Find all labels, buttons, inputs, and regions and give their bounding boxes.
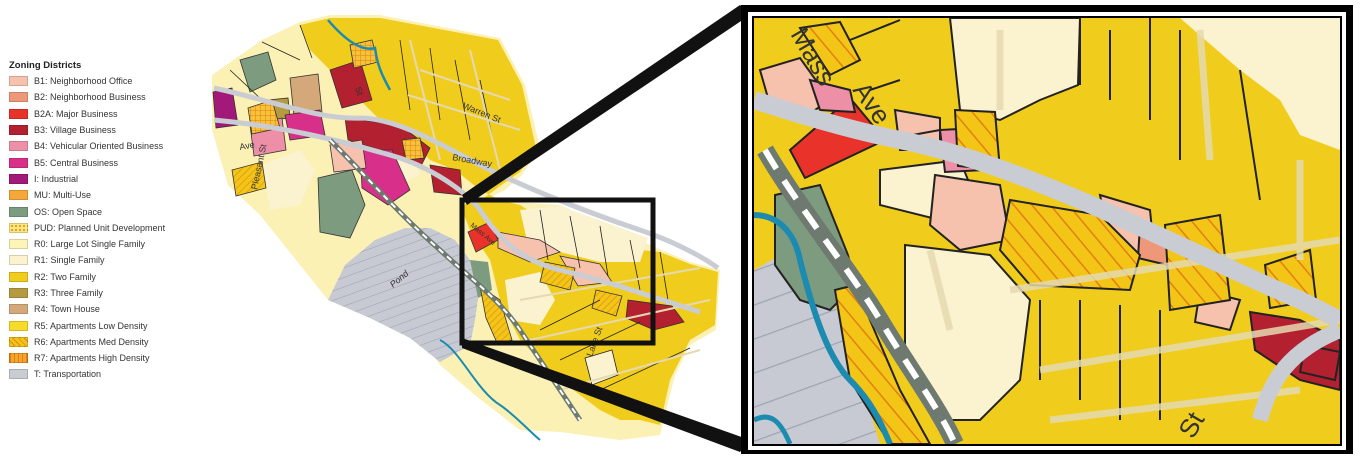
zoom-map: Mass Ave St	[754, 18, 1340, 444]
parcel-lines	[229, 24, 691, 391]
legend-swatch	[9, 108, 28, 119]
legend-item: B4: Vehicular Oriented Business	[9, 138, 214, 154]
zoom-waterway	[754, 212, 893, 444]
street-label-ave: Ave	[239, 139, 256, 152]
b5-zone	[359, 149, 411, 206]
legend-label: PUD: Planned Unit Development	[34, 222, 166, 233]
legend-item: OS: Open Space	[9, 203, 214, 219]
legend-label: R6: Apartments Med Density	[34, 336, 149, 347]
legend-label: R2: Two Family	[34, 271, 96, 282]
transportation-zone	[328, 228, 480, 362]
legend-item: R0: Large Lot Single Family	[9, 236, 214, 252]
legend-swatch	[9, 336, 28, 347]
r6-zone	[798, 20, 862, 77]
legend-title: Zoning Districts	[9, 60, 82, 71]
legend-swatch	[9, 76, 28, 87]
legend-label: B5: Central Business	[34, 157, 119, 168]
legend-swatch	[9, 255, 28, 266]
r4-zone	[289, 73, 323, 117]
legend-swatch	[9, 190, 28, 201]
legend-swatch	[9, 92, 28, 103]
open-space-zone	[317, 169, 366, 239]
zoom-street-grid	[926, 29, 1340, 424]
legend-label: I: Industrial	[34, 173, 79, 184]
zoom-waterway	[754, 414, 793, 444]
legend-swatch	[9, 141, 28, 152]
legend-item: B3: Village Business	[9, 122, 214, 138]
legend-label: R3: Three Family	[34, 288, 103, 298]
legend-swatch	[9, 206, 28, 217]
legend-label: T: Transportation	[34, 369, 102, 380]
street-label-st: St	[353, 85, 365, 97]
legend-item: B2A: Major Business	[9, 106, 214, 122]
legend-swatch	[9, 369, 28, 380]
legend-swatch	[9, 288, 28, 298]
r2-zone	[300, 18, 718, 425]
legend-swatch	[9, 125, 28, 136]
legend-item: B1: Neighborhood Office	[9, 73, 214, 89]
r6-zone	[591, 289, 623, 317]
legend-item: T: Transportation	[9, 366, 214, 382]
legend-item: B5: Central Business	[9, 154, 214, 170]
legend-swatch	[9, 304, 28, 315]
legend-label: R5: Apartments Low Density	[34, 320, 148, 331]
legend-items: B1: Neighborhood Office B2: Neighborhood …	[9, 73, 214, 383]
legend-item: R7: Apartments High Density	[9, 350, 214, 366]
legend-swatch	[9, 271, 28, 282]
legend-label: R4: Town House	[34, 304, 100, 315]
legend-label: B3: Village Business	[34, 125, 116, 136]
zoom-railroad-dashes	[762, 148, 958, 444]
legend-swatch	[9, 353, 28, 364]
legend-item: MU: Multi-Use	[9, 187, 214, 203]
b1-zone	[928, 173, 1012, 252]
legend-item: B2: Neighborhood Business	[9, 89, 214, 105]
legend-item: PUD: Planned Unit Development	[9, 220, 214, 236]
legend-item: R2: Two Family	[9, 269, 214, 285]
legend-label: R1: Single Family	[34, 255, 105, 266]
legend-label: MU: Multi-Use	[34, 190, 92, 201]
map-legend: Zoning Districts B1: Neighborhood Office…	[9, 60, 214, 383]
r1-zone	[1180, 18, 1340, 150]
legend-label: R7: Apartments High Density	[34, 353, 150, 364]
legend-label: B1: Neighborhood Office	[34, 76, 133, 87]
r6-zone	[231, 161, 267, 197]
legend-swatch	[9, 239, 28, 250]
waterway	[439, 339, 541, 441]
r7-zone	[401, 137, 425, 161]
zoom-connector-lower	[462, 338, 750, 452]
legend-swatch	[9, 157, 28, 168]
zoom-main-street	[754, 91, 1340, 329]
legend-label: R0: Large Lot Single Family	[34, 239, 146, 250]
legend-item: R1: Single Family	[9, 252, 214, 268]
legend-swatch	[9, 173, 28, 184]
zoom-connector-upper	[462, 5, 750, 205]
legend-label: B2A: Major Business	[34, 108, 118, 119]
legend-item: R4: Town House	[9, 301, 214, 317]
legend-item: I: Industrial	[9, 171, 214, 187]
legend-label: B4: Vehicular Oriented Business	[34, 141, 164, 152]
overview-map: Warren St Broadway Pleasant St Pond Lake…	[212, 15, 720, 441]
b1-zone	[497, 231, 561, 263]
legend-label: B2: Neighborhood Business	[34, 92, 146, 103]
b4-zone	[808, 78, 857, 114]
r1-zone	[262, 150, 315, 210]
waterway	[327, 19, 392, 91]
legend-item: R5: Apartments Low Density	[9, 317, 214, 333]
transportation-zone	[754, 250, 880, 444]
legend-label: OS: Open Space	[34, 206, 103, 217]
legend-swatch	[9, 320, 28, 331]
legend-swatch	[9, 222, 28, 233]
zoom-highlight-box	[459, 197, 656, 346]
open-space-zone	[239, 51, 277, 93]
zoom-parcel-lines	[849, 18, 1261, 420]
b3-zone	[329, 59, 373, 109]
zoom-side-street	[1252, 322, 1340, 423]
legend-item: R6: Apartments Med Density	[9, 334, 214, 350]
legend-item: R3: Three Family	[9, 285, 214, 301]
